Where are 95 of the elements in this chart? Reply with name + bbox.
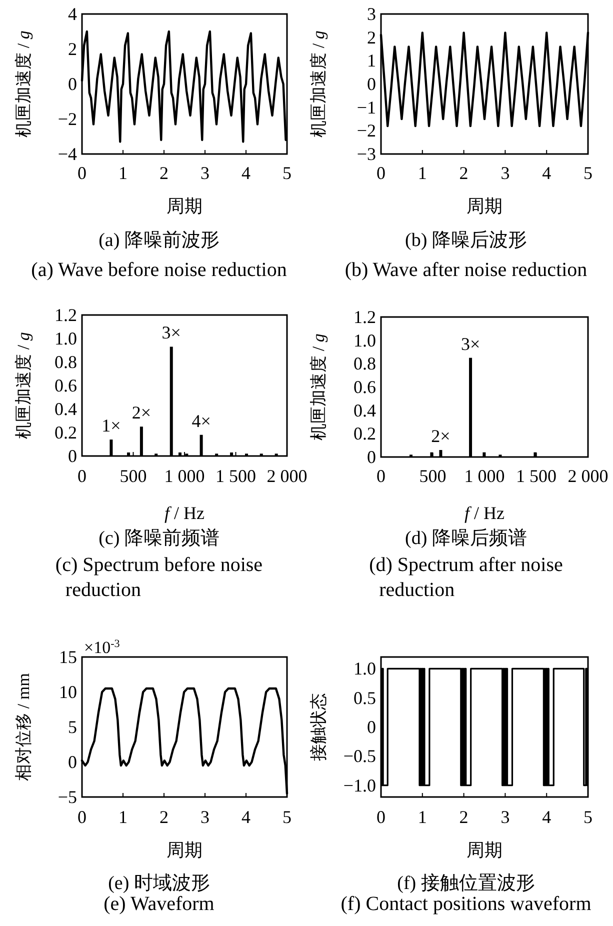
text: (a) Wave before noise reduction bbox=[31, 259, 287, 281]
x-tick-label: 3 bbox=[500, 163, 510, 183]
x-tick-label: 2 000 bbox=[266, 466, 308, 486]
y-tick-label: 0.8 bbox=[354, 354, 376, 374]
x-tick-label: 2 bbox=[459, 807, 468, 827]
y-tick-label: 1 bbox=[367, 50, 376, 71]
x-tick-label: 3 bbox=[200, 807, 210, 827]
y-tick-label: 1.0 bbox=[354, 330, 376, 350]
y-tick-label: 0 bbox=[68, 752, 77, 772]
y-tick-label: 10 bbox=[59, 682, 77, 702]
x-tick-label: 500 bbox=[419, 466, 446, 486]
text: (b) 降噪后波形 bbox=[405, 230, 527, 251]
annotation: 2× bbox=[431, 426, 450, 446]
x-axis-title: 周期 bbox=[466, 840, 502, 860]
text: (a) 降噪前波形 bbox=[98, 230, 220, 251]
y-tick-label: 0.4 bbox=[54, 399, 77, 419]
x-tick-label: 2 bbox=[160, 163, 168, 183]
x-axis-title: 周期 bbox=[466, 196, 502, 216]
y-tick-label: 4 bbox=[68, 4, 77, 24]
y-tick-label: 0.2 bbox=[354, 424, 376, 444]
text: (e) Waveform bbox=[104, 893, 215, 915]
y-tick-label: 1.2 bbox=[354, 307, 376, 327]
y-tick-label: 0 bbox=[68, 74, 77, 94]
y-tick-label: 0 bbox=[367, 717, 376, 737]
x-tick-label: 4 bbox=[242, 163, 250, 183]
annotation: 1× bbox=[102, 416, 121, 436]
y-tick-label: 0.6 bbox=[54, 376, 77, 396]
text: (d) 降噪后频谱 bbox=[405, 527, 527, 549]
text: (d) Spectrum after noise reduction bbox=[369, 554, 564, 601]
y-tick-label: −2 bbox=[58, 109, 77, 129]
y-tick-label: −3 bbox=[356, 144, 376, 164]
y-tick-label: −0.5 bbox=[343, 746, 376, 766]
text: (c) 降噪前频谱 bbox=[98, 527, 220, 549]
x-tick-label: 5 bbox=[584, 163, 592, 183]
y-tick-label: 15 bbox=[59, 647, 77, 667]
text: (f) Contact positions waveform bbox=[340, 893, 592, 915]
x-tick-label: 3 bbox=[200, 163, 210, 183]
x-tick-label: 1 000 bbox=[164, 466, 205, 486]
x-tick-label: 1 500 bbox=[216, 466, 256, 486]
x-tick-label: 3 bbox=[500, 807, 510, 827]
y-tick-label: −2 bbox=[356, 120, 376, 141]
text: (e) 时域波形 bbox=[108, 873, 210, 894]
y-axis-title: 机匣加速度 / g bbox=[14, 332, 33, 439]
x-tick-label: 1 bbox=[118, 163, 128, 183]
y-tick-label: 0 bbox=[367, 447, 376, 467]
y-tick-label: 3 bbox=[367, 4, 376, 24]
y-tick-label: 0.6 bbox=[354, 377, 376, 397]
y-tick-label: 0.2 bbox=[54, 422, 77, 442]
y-tick-label: 0.4 bbox=[354, 400, 376, 420]
x-tick-label: 4 bbox=[242, 807, 250, 827]
y-tick-label: −1.0 bbox=[343, 775, 376, 796]
annotation: 3× bbox=[162, 322, 181, 343]
y-tick-label: 0.5 bbox=[354, 688, 376, 708]
y-tick-label: 0.8 bbox=[54, 352, 77, 372]
x-tick-label: 5 bbox=[282, 163, 292, 183]
x-tick-label: 2 000 bbox=[568, 466, 608, 486]
annotation: 3× bbox=[460, 334, 480, 354]
x-axis-title: f / Hz bbox=[164, 503, 205, 523]
x-tick-label: 5 bbox=[282, 807, 292, 827]
y-axis-title: 机匣加速度 / g bbox=[309, 30, 328, 138]
x-tick-label: 4 bbox=[542, 163, 552, 183]
annotation: ×10$^{-3}$ bbox=[84, 638, 120, 657]
y-axis-title: 接触状态 bbox=[309, 693, 328, 761]
y-tick-label: −4 bbox=[58, 144, 77, 164]
y-tick-label: 1.0 bbox=[54, 328, 77, 348]
x-tick-label: 2 bbox=[160, 807, 168, 827]
y-tick-label: 0 bbox=[367, 74, 376, 94]
y-axis-title: 机匣加速度 / g bbox=[309, 334, 328, 440]
text: (c) Spectrum before noise reduction bbox=[55, 554, 263, 601]
x-tick-label: 4 bbox=[542, 807, 552, 827]
y-tick-label: 5 bbox=[68, 717, 77, 737]
x-tick-label: 2 bbox=[459, 163, 468, 183]
y-tick-label: −1 bbox=[356, 97, 376, 118]
x-axis-title: 周期 bbox=[166, 196, 202, 216]
x-tick-label: 1 bbox=[418, 807, 427, 827]
x-tick-label: 5 bbox=[584, 807, 592, 827]
y-tick-label: 2 bbox=[367, 27, 376, 48]
y-tick-label: 1.2 bbox=[54, 305, 77, 325]
y-tick-label: −5 bbox=[58, 787, 77, 807]
y-tick-label: 2 bbox=[68, 39, 77, 59]
y-tick-label: 1.0 bbox=[354, 658, 376, 679]
y-axis-title: 相对位移 / mm bbox=[14, 673, 33, 781]
x-axis-title: f / Hz bbox=[464, 503, 505, 523]
annotation: 2× bbox=[132, 402, 152, 423]
text: (f) 接触位置波形 bbox=[397, 873, 535, 894]
y-axis-title: 机匣加速度 / g bbox=[14, 30, 33, 138]
text: (b) Wave after noise reduction bbox=[344, 259, 588, 281]
x-tick-label: 1 000 bbox=[464, 466, 505, 486]
x-axis-title: 周期 bbox=[166, 840, 202, 860]
y-tick-label: 0 bbox=[68, 446, 77, 466]
x-tick-label: 1 500 bbox=[516, 466, 556, 486]
x-tick-label: 1 bbox=[418, 163, 427, 183]
x-tick-label: 500 bbox=[120, 466, 147, 486]
annotation: 4× bbox=[192, 410, 211, 431]
x-tick-label: 1 bbox=[118, 807, 128, 827]
